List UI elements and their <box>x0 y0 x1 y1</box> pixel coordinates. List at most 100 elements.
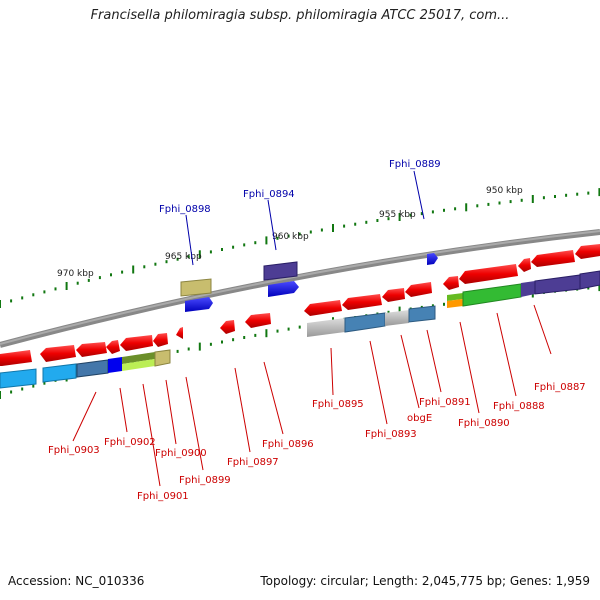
cog-segment[interactable] <box>154 349 171 367</box>
scale-tick-major <box>198 342 201 351</box>
scale-ticks-inner <box>0 283 600 399</box>
gene-red-15[interactable] <box>459 264 518 284</box>
scale-tick-minor <box>387 310 390 314</box>
cog-segment[interactable] <box>76 359 109 378</box>
cog-segment[interactable] <box>122 359 155 371</box>
scale-tick-minor <box>298 232 301 236</box>
scale-tick-minor <box>287 327 290 331</box>
gene-fphi-0894[interactable] <box>268 281 299 297</box>
gene-label-fphi-0901[interactable]: Fphi_0901 <box>137 491 189 502</box>
scale-tick-minor <box>54 287 57 291</box>
scale-tick-minor <box>176 349 179 353</box>
gene-red-2[interactable] <box>40 345 76 362</box>
gene-red-4[interactable] <box>106 340 120 354</box>
scale-tick-minor <box>409 213 412 217</box>
gene-fphi-0889[interactable] <box>427 253 438 265</box>
topology-text: Topology: circular; Length: 2,045,775 bp… <box>260 574 590 588</box>
gene-red-11[interactable] <box>342 294 382 310</box>
scale-tick-minor <box>565 193 568 197</box>
cog-segment[interactable] <box>579 270 600 290</box>
scale-tick-minor <box>498 201 501 205</box>
cog-segment[interactable] <box>521 281 535 297</box>
scale-tick-minor <box>176 257 179 261</box>
gene-red-8[interactable] <box>220 320 235 334</box>
gene-label-fphi-0890[interactable]: Fphi_0890 <box>458 418 510 429</box>
gene-fphi-0894-cog[interactable] <box>263 261 298 281</box>
scale-tick-major <box>332 224 334 232</box>
gene-red-17[interactable] <box>531 250 575 267</box>
scale-tick-minor <box>443 302 445 306</box>
gene-label-fphi-0895[interactable]: Fphi_0895 <box>312 399 364 410</box>
scale-tick-minor <box>254 333 257 337</box>
gene-red-18[interactable] <box>575 244 600 259</box>
cog-segment[interactable] <box>462 283 522 307</box>
cog-segment[interactable] <box>108 357 122 373</box>
gene-fphi-0898-cog[interactable] <box>180 278 212 297</box>
scale-tick-minor <box>420 212 423 216</box>
gene-red-14[interactable] <box>443 276 459 290</box>
gene-label-fphi-0902[interactable]: Fphi_0902 <box>104 437 156 448</box>
cog-segment[interactable] <box>385 310 409 326</box>
gene-label-fphi-0889[interactable]: Fphi_0889 <box>389 159 441 170</box>
scale-tick-major <box>265 329 268 338</box>
scale-tick-minor <box>276 329 279 333</box>
cog-segment[interactable] <box>307 318 345 337</box>
cog-segment[interactable] <box>344 312 386 333</box>
scale-tick-minor <box>243 336 246 339</box>
scale-label-960: 960 kbp <box>272 232 309 242</box>
gene-label-fphi-0891[interactable]: Fphi_0891 <box>419 397 471 408</box>
gene-red-7[interactable] <box>176 327 183 339</box>
cog-segment[interactable] <box>0 368 37 389</box>
cog-segment[interactable] <box>122 352 155 364</box>
cog-segment[interactable] <box>534 274 581 295</box>
gene-red-9[interactable] <box>245 313 271 328</box>
accession-text: Accession: NC_010336 <box>8 574 145 588</box>
gene-label-fphi-0888[interactable]: Fphi_0888 <box>493 401 545 412</box>
scale-ticks-outer <box>0 188 600 308</box>
gene-fphi-0898[interactable] <box>185 297 213 312</box>
scale-tick-minor <box>554 195 556 198</box>
gene-label-fphi-0903[interactable]: Fphi_0903 <box>48 445 100 456</box>
scale-tick-minor <box>320 228 323 232</box>
gene-label-fphi-0900[interactable]: Fphi_0900 <box>155 448 207 459</box>
gene-label-fphi-0899[interactable]: Fphi_0899 <box>179 475 231 486</box>
scale-tick-minor <box>376 219 379 222</box>
scale-tick-major <box>465 203 468 212</box>
scale-tick-minor <box>309 230 312 234</box>
gene-red-10[interactable] <box>304 300 342 316</box>
scale-tick-minor <box>387 217 390 221</box>
gene-label-fphi-0894[interactable]: Fphi_0894 <box>243 189 295 200</box>
scale-tick-minor <box>165 260 168 264</box>
gene-label-obge[interactable]: obgE <box>407 413 432 424</box>
gene-red-12[interactable] <box>382 288 405 302</box>
cog-segment[interactable] <box>42 363 77 383</box>
cog-segment[interactable] <box>447 293 463 301</box>
scale-tick-major <box>65 282 68 290</box>
gene-red-1[interactable] <box>0 350 32 366</box>
cog-segment[interactable] <box>408 305 436 323</box>
scale-tick-minor <box>476 204 479 208</box>
gene-red-3[interactable] <box>76 342 107 357</box>
gene-red-6[interactable] <box>153 333 168 347</box>
gene-label-fphi-0893[interactable]: Fphi_0893 <box>365 429 417 440</box>
gene-red-16[interactable] <box>518 258 531 272</box>
gene-red-13[interactable] <box>405 282 432 297</box>
gene-red-5[interactable] <box>120 335 153 351</box>
scale-tick-minor <box>443 208 445 212</box>
cog-segment[interactable] <box>447 299 463 308</box>
gene-label-fphi-0887[interactable]: Fphi_0887 <box>534 382 586 393</box>
scale-tick-minor <box>454 207 457 211</box>
scale-tick-minor <box>276 236 279 240</box>
scale-tick-major <box>0 300 1 308</box>
gene-label-fphi-0896[interactable]: Fphi_0896 <box>262 439 314 450</box>
scale-tick-minor <box>254 241 257 245</box>
scale-tick-minor <box>110 273 112 277</box>
scale-label-950: 950 kbp <box>486 186 523 196</box>
gene-label-fphi-0897[interactable]: Fphi_0897 <box>227 457 279 468</box>
gene-label-fphi-0898[interactable]: Fphi_0898 <box>159 204 211 215</box>
scale-tick-minor <box>32 384 35 388</box>
scale-tick-minor <box>354 222 357 226</box>
scale-tick-major <box>132 265 135 274</box>
scale-tick-minor <box>187 255 190 259</box>
